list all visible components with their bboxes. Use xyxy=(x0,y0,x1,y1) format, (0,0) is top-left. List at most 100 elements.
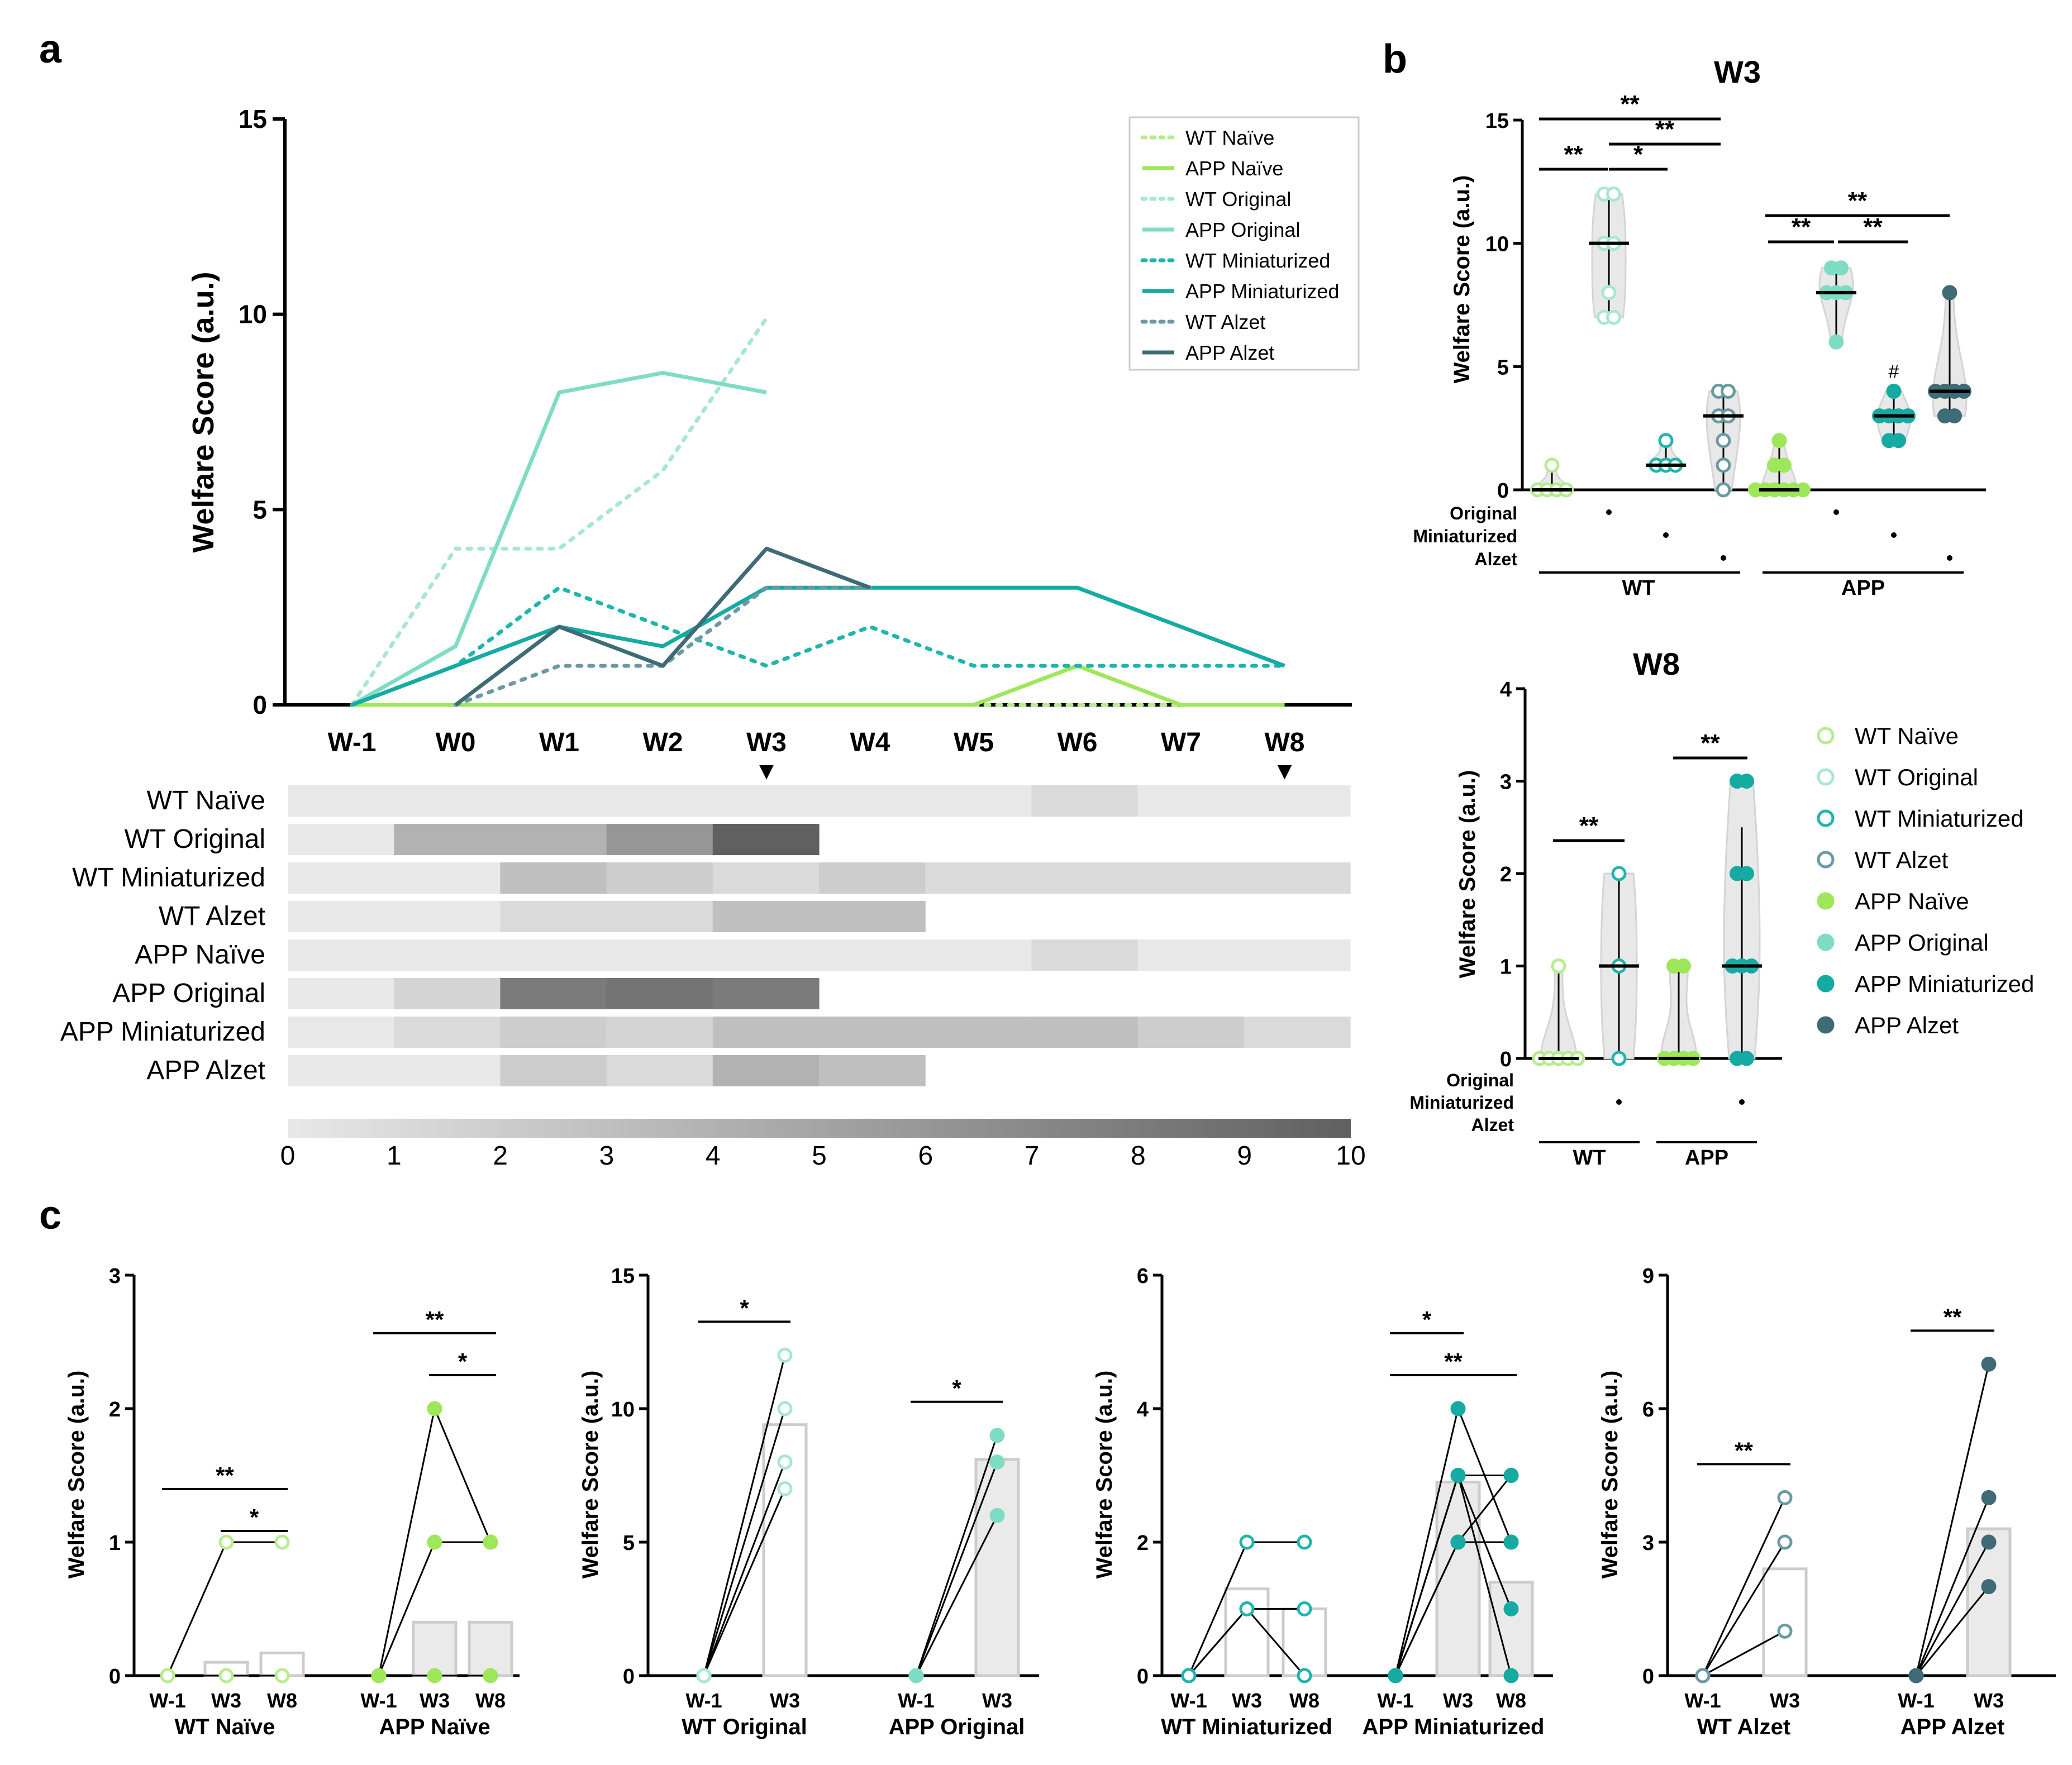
y-tick-label: 4 xyxy=(1137,1398,1149,1421)
y-axis-label: Welfare Score (a.u.) xyxy=(578,1371,603,1579)
panel-label-b: b xyxy=(1383,37,1407,82)
heatmap-cell xyxy=(500,939,607,971)
heatmap-cell xyxy=(819,1017,926,1048)
x-tick-label: W-1 xyxy=(898,1689,934,1712)
data-point xyxy=(1981,1579,1997,1595)
data-point xyxy=(1551,958,1566,974)
colorbar xyxy=(288,1119,1351,1138)
treatment-dot xyxy=(1616,1099,1622,1105)
heatmap-cell xyxy=(712,939,820,971)
significance-label: ** xyxy=(1564,141,1583,168)
timepoint-marker: ▼ xyxy=(754,757,779,785)
x-tick-label: W8 xyxy=(1289,1689,1320,1712)
legend-marker xyxy=(1817,851,1835,869)
subject-line xyxy=(703,1462,786,1676)
y-tick-label: 1 xyxy=(109,1532,121,1555)
data-point xyxy=(1239,1601,1255,1616)
y-tick-label: 6 xyxy=(1137,1265,1149,1288)
heatmap-cell xyxy=(819,939,926,971)
x-tick-label: W-1 xyxy=(149,1689,185,1712)
heatmap-cell xyxy=(500,785,607,817)
y-axis-label: Welfare Score (a.u.) xyxy=(187,271,220,552)
subject-line xyxy=(1246,1608,1306,1676)
heatmap-cell xyxy=(394,785,501,817)
legend-label: WT Naïve xyxy=(1855,723,1959,749)
heatmap-cell xyxy=(606,824,713,855)
x-tick-label: W8 xyxy=(475,1689,506,1712)
heatmap-cell xyxy=(606,939,713,971)
data-point xyxy=(1739,1051,1754,1066)
data-point xyxy=(1828,334,1844,350)
subject-line xyxy=(1915,1586,1990,1676)
colorbar-tick-label: 4 xyxy=(706,1141,721,1171)
subject-line xyxy=(703,1488,786,1676)
panel-label-a: a xyxy=(39,27,62,71)
subject-line xyxy=(166,1542,227,1676)
legend-label: WT Original xyxy=(1185,188,1291,211)
heatmap-cell xyxy=(394,1055,501,1086)
subject-line xyxy=(434,1408,492,1543)
colorbar-tick-label: 0 xyxy=(280,1141,296,1171)
heatmap-cell xyxy=(1244,785,1351,817)
data-point xyxy=(1721,383,1736,399)
legend: WT Naïve APP Naïve WT Original APP Original… xyxy=(1128,116,1360,371)
data-point xyxy=(1606,309,1621,325)
heatmap-cell xyxy=(606,901,713,932)
legend-marker xyxy=(1817,809,1835,827)
heatmap-cell xyxy=(1137,1017,1245,1048)
subject-line xyxy=(1702,1497,1786,1676)
x-tick-label: W8 xyxy=(1265,728,1305,757)
data-point xyxy=(1503,1601,1519,1616)
y-tick-label: 5 xyxy=(623,1532,635,1555)
y-tick-label: 0 xyxy=(1642,1665,1654,1688)
data-point xyxy=(777,1454,793,1470)
significance-label: ** xyxy=(1792,213,1811,241)
data-point xyxy=(1297,1534,1312,1550)
treatment-dot xyxy=(1947,555,1952,561)
heatmap-cell xyxy=(819,862,926,894)
colorbar-tick-label: 3 xyxy=(599,1141,615,1171)
panel-label-c: c xyxy=(39,1193,61,1238)
legend-label: WT Original xyxy=(1855,764,1978,790)
heatmap-row-label: APP Original xyxy=(112,979,265,1008)
heatmap-cell xyxy=(712,824,820,855)
x-tick-label: W3 xyxy=(1770,1689,1800,1712)
heatmap-cell xyxy=(606,978,713,1009)
subject-line xyxy=(703,1355,786,1676)
heatmap-cell xyxy=(925,1017,1032,1048)
y-axis-label: Welfare Score (a.u.) xyxy=(1092,1371,1117,1579)
heatmap-cell xyxy=(1031,1017,1139,1048)
subject-line xyxy=(915,1515,998,1676)
data-point xyxy=(1611,866,1627,881)
y-tick-label: 9 xyxy=(1642,1265,1654,1288)
heatmap-cell xyxy=(1031,785,1139,817)
significance-label: ** xyxy=(1579,812,1599,839)
subject-line xyxy=(1394,1475,1459,1676)
colorbar-tick-label: 1 xyxy=(387,1141,402,1171)
x-tick-label: W3 xyxy=(982,1689,1012,1712)
heatmap-row-label: WT Naïve xyxy=(147,786,265,815)
heatmap-cell xyxy=(1244,1017,1351,1048)
heatmap-cell xyxy=(394,939,501,971)
c-alzet-chart: 0 3 6 9 Welfare Score (a.u.) W-1 W3 WT Alzet ** W… xyxy=(1598,1265,2056,1739)
heatmap-cell xyxy=(288,978,394,1009)
data-point xyxy=(160,1668,175,1683)
panel-c: 0 1 2 3 Welfare Score (a.u.) W-1 W3 W8 WT Naïve *… xyxy=(64,1265,2056,1739)
group-label: WT Miniaturized xyxy=(1161,1715,1332,1739)
heatmap-cell xyxy=(712,901,820,932)
legend-label: APP Original xyxy=(1185,218,1300,241)
subject-line xyxy=(915,1462,998,1676)
subject-line xyxy=(1915,1542,1990,1676)
significance-label: * xyxy=(740,1295,749,1321)
data-point xyxy=(1739,774,1754,789)
y-tick-label: 3 xyxy=(1500,771,1512,794)
heatmap-row-label: WT Miniaturized xyxy=(72,863,265,893)
y-tick-label: 6 xyxy=(1642,1398,1654,1421)
legend-marker xyxy=(1817,975,1835,993)
x-tick-label: W1 xyxy=(539,728,579,757)
data-point xyxy=(1942,285,1957,300)
data-point xyxy=(274,1534,290,1550)
data-point xyxy=(1771,433,1787,449)
